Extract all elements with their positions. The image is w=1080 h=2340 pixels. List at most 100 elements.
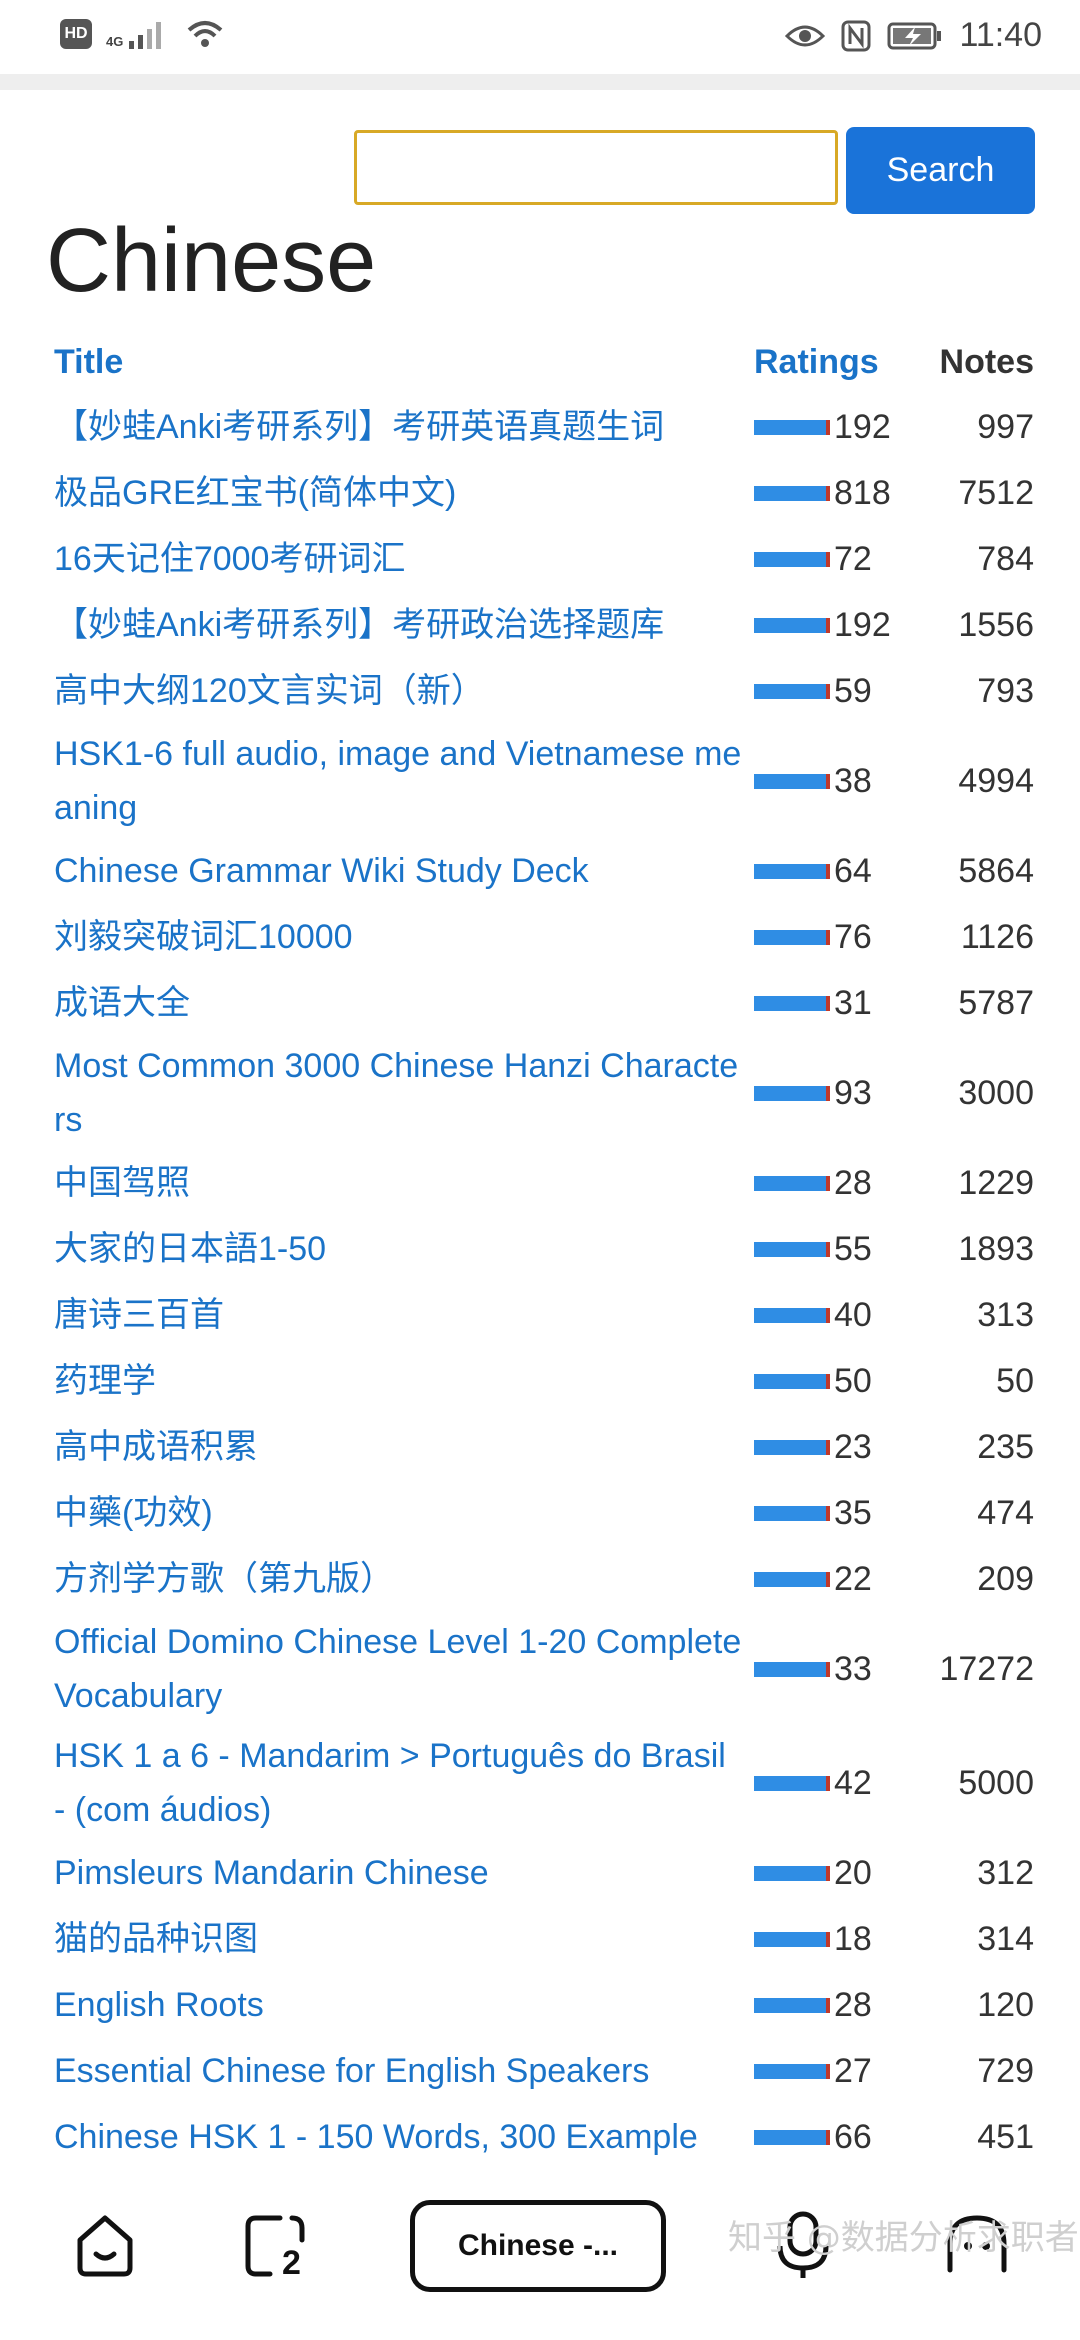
rating-cell: 28 <box>754 1986 909 2025</box>
table-row: 【妙蛙Anki考研系列】考研政治选择题库 192 1556 <box>54 592 1034 658</box>
table-row: 猫的品种识图 18 314 <box>54 1906 1034 1972</box>
rating-count: 23 <box>834 1427 872 1466</box>
signal-bars-icon <box>129 22 162 49</box>
deck-title-link[interactable]: 方剂学方歌（第九版） <box>54 1560 394 1598</box>
table-row: 中国驾照 28 1229 <box>54 1150 1034 1216</box>
deck-title-link[interactable]: 成语大全 <box>54 984 190 1022</box>
deck-title-link[interactable]: Most Common 3000 Chinese Hanzi Character… <box>54 1047 739 1139</box>
notes-count: 235 <box>977 1427 1034 1466</box>
notes-count: 474 <box>977 1493 1034 1532</box>
notes-count: 7512 <box>958 473 1034 512</box>
assistant-face-icon[interactable] <box>942 2210 1012 2280</box>
eye-icon <box>785 25 826 46</box>
rating-count: 64 <box>834 851 872 890</box>
rating-count: 55 <box>834 1229 872 1268</box>
search-button[interactable]: Search <box>846 127 1035 214</box>
deck-title-link[interactable]: 【妙蛙Anki考研系列】考研英语真题生词 <box>54 408 665 446</box>
notes-count: 5864 <box>958 851 1034 890</box>
status-left: HD 4G <box>60 18 225 50</box>
content-viewport[interactable]: Chinese Title Ratings Notes 【妙蛙Anki考研系列】… <box>0 0 1080 2160</box>
notes-count: 729 <box>977 2051 1034 2090</box>
deck-title-link[interactable]: 刘毅突破词汇10000 <box>54 918 353 956</box>
rating-cell: 33 <box>754 1650 909 1689</box>
deck-title-link[interactable]: 中藥(功效) <box>54 1494 213 1532</box>
column-header-title[interactable]: Title <box>54 342 124 381</box>
deck-title-link[interactable]: 药理学 <box>54 1362 156 1400</box>
deck-title-link[interactable]: 猫的品种识图 <box>54 1920 258 1958</box>
notes-count: 784 <box>977 539 1034 578</box>
table-row: Chinese Grammar Wiki Study Deck 64 5864 <box>54 838 1034 904</box>
rating-count: 38 <box>834 761 872 800</box>
rating-count: 28 <box>834 1163 872 1202</box>
notes-count: 1893 <box>958 1229 1034 1268</box>
table-row: Pimsleurs Mandarin Chinese 20 312 <box>54 1840 1034 1906</box>
rating-cell: 38 <box>754 762 909 801</box>
rating-cell: 50 <box>754 1362 909 1401</box>
deck-title-link[interactable]: Official Domino Chinese Level 1-20 Compl… <box>54 1623 742 1715</box>
rating-bar <box>754 1775 830 1791</box>
table-row: 药理学 50 50 <box>54 1348 1034 1414</box>
home-face-icon[interactable] <box>70 2210 140 2280</box>
rating-count: 50 <box>834 1361 872 1400</box>
tabs-count-icon <box>245 2215 305 2277</box>
column-header-ratings[interactable]: Ratings <box>754 342 879 381</box>
deck-title-link[interactable]: 极品GRE红宝书(简体中文) <box>54 474 457 512</box>
rating-bar <box>754 1571 830 1587</box>
rating-count: 31 <box>834 983 872 1022</box>
rating-cell: 22 <box>754 1560 909 1599</box>
table-row: 【妙蛙Anki考研系列】考研英语真题生词 192 997 <box>54 394 1034 460</box>
notes-count: 451 <box>977 2117 1034 2156</box>
microphone-icon[interactable] <box>768 2210 838 2280</box>
rating-count: 192 <box>834 407 891 446</box>
deck-title-link[interactable]: Chinese Grammar Wiki Study Deck <box>54 852 589 890</box>
rating-count: 59 <box>834 671 872 710</box>
rating-bar <box>754 995 830 1011</box>
rating-bar <box>754 773 830 789</box>
notes-count: 1556 <box>958 605 1034 644</box>
notes-count: 3000 <box>958 1073 1034 1112</box>
rating-cell: 31 <box>754 984 909 1023</box>
search-input[interactable] <box>354 130 838 205</box>
deck-title-link[interactable]: 16天记住7000考研词汇 <box>54 540 406 578</box>
deck-title-link[interactable]: Pimsleurs Mandarin Chinese <box>54 1854 489 1892</box>
rating-count: 72 <box>834 539 872 578</box>
rating-bar <box>754 1931 830 1947</box>
table-row: 高中成语积累 23 235 <box>54 1414 1034 1480</box>
status-bar: HD 4G 1 <box>0 0 1080 74</box>
deck-title-link[interactable]: HSK 1 a 6 - Mandarim > Português do Bras… <box>54 1737 726 1829</box>
rating-cell: 18 <box>754 1920 909 1959</box>
table-row: Official Domino Chinese Level 1-20 Compl… <box>54 1612 1034 1726</box>
deck-title-link[interactable]: Essential Chinese for English Speakers <box>54 2052 650 2090</box>
deck-title-link[interactable]: English Roots <box>54 1986 264 2024</box>
rating-cell: 42 <box>754 1764 909 1803</box>
table-row: 高中大纲120文言实词（新） 59 793 <box>54 658 1034 724</box>
deck-title-link[interactable]: 大家的日本語1-50 <box>54 1230 327 1268</box>
deck-title-link[interactable]: HSK1-6 full audio, image and Vietnamese … <box>54 735 742 827</box>
wifi-icon <box>188 21 223 47</box>
table-row: 中藥(功效) 35 474 <box>54 1480 1034 1546</box>
deck-title-link[interactable]: 唐诗三百首 <box>54 1296 224 1334</box>
rating-bar <box>754 1505 830 1521</box>
rating-bar <box>754 1661 830 1677</box>
toolbar-divider <box>0 74 1080 90</box>
deck-title-link[interactable]: Chinese HSK 1 - 150 Words, 300 Example <box>54 2118 698 2156</box>
signal-icon: 4G <box>106 19 171 49</box>
rating-cell: 59 <box>754 672 909 711</box>
tabs-button[interactable]: 2 <box>240 2210 312 2282</box>
deck-title-link[interactable]: 中国驾照 <box>54 1164 190 1202</box>
rating-bar <box>754 617 830 633</box>
watermark: 知乎 @数据分析求职者 <box>728 2218 1079 2258</box>
clock: 11:40 <box>959 16 1042 54</box>
rating-count: 22 <box>834 1559 872 1598</box>
table-row: HSK 1 a 6 - Mandarim > Português do Bras… <box>54 1726 1034 1840</box>
rating-bar <box>754 419 830 435</box>
rating-cell: 818 <box>754 474 909 513</box>
deck-title-link[interactable]: 高中成语积累 <box>54 1428 258 1466</box>
deck-title-link[interactable]: 高中大纲120文言实词（新） <box>54 672 485 710</box>
rating-count: 40 <box>834 1295 872 1334</box>
notes-count: 314 <box>977 1919 1034 1958</box>
rating-cell: 55 <box>754 1230 909 1269</box>
active-tab-pill[interactable]: Chinese -... <box>410 2200 666 2292</box>
table-row: Chinese HSK 1 - 150 Words, 300 Example 66… <box>54 2104 1034 2160</box>
deck-title-link[interactable]: 【妙蛙Anki考研系列】考研政治选择题库 <box>54 606 665 644</box>
